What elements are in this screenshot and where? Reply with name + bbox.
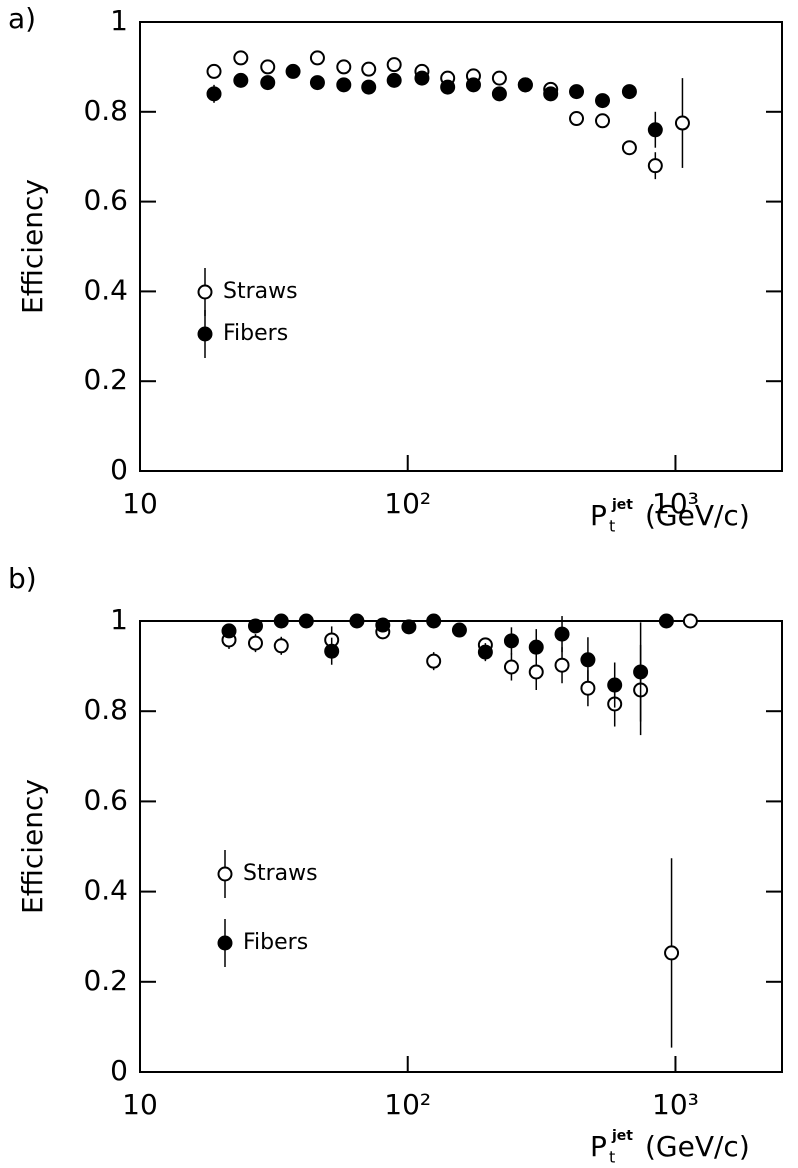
filled-marker [569,84,585,100]
plot-frame [139,21,783,472]
x-axis-title-sub: t [609,517,615,536]
filled-marker [309,75,325,91]
filled-marker [375,617,391,633]
filled-marker [621,84,637,100]
filled-marker [554,626,570,642]
y-tick-label: 1 [110,4,128,37]
x-tick-label: 10 [122,1088,158,1121]
filled-marker [361,79,377,95]
filled-marker [324,643,340,659]
x-tick-label: 10² [384,487,431,520]
filled-marker [401,619,417,635]
filled-marker [451,622,467,638]
y-tick-label: 0.8 [83,94,128,127]
x-axis-title-unit: (GeV/c) [645,499,750,532]
filled-marker [273,613,289,629]
y-tick-label: 0.2 [83,964,128,997]
filled-marker [285,63,301,79]
filled-marker [491,86,507,102]
legend-marker [217,866,233,882]
filled-marker [658,613,674,629]
legend-label: Fibers [223,321,288,346]
open-marker [386,57,402,73]
filled-marker [440,79,456,95]
x-tick-label: 10 [122,487,158,520]
filled-marker [386,72,402,88]
y-tick-label: 0.2 [83,363,128,396]
x-tick-label: 10² [384,1088,431,1121]
open-marker [426,653,442,669]
open-marker [260,59,276,75]
open-marker [674,115,690,131]
filled-marker [465,77,481,93]
open-marker [491,70,507,86]
open-marker [206,63,222,79]
plot-frame [139,620,783,1073]
filled-marker [233,72,249,88]
filled-marker [221,623,237,639]
filled-marker [647,122,663,138]
open-marker [595,113,611,129]
filled-marker [477,644,493,660]
panel-label: b) [8,562,37,595]
filled-marker [247,618,263,634]
x-tick-label: 10³ [652,487,699,520]
filled-marker [528,639,544,655]
y-tick-label: 0 [110,453,128,486]
y-axis-title: Efficiency [16,779,49,914]
open-marker [336,59,352,75]
filled-marker [298,613,314,629]
filled-marker [349,613,365,629]
x-axis-title-sub: t [609,1148,615,1167]
x-axis-title-sup: jet [611,1128,633,1144]
open-marker [273,638,289,654]
legend-marker [217,935,233,951]
open-marker [233,50,249,66]
x-axis-title-unit: (GeV/c) [645,1130,750,1163]
y-tick-label: 0.6 [83,783,128,816]
filled-marker [414,70,430,86]
open-marker [664,945,680,961]
legend-label: Straws [223,279,298,304]
y-tick-label: 0.8 [83,693,128,726]
y-tick-label: 0.6 [83,184,128,217]
x-axis-title-base: P [590,1130,607,1163]
panel-label: a) [8,2,36,35]
filled-marker [580,652,596,668]
filled-marker [503,633,519,649]
filled-marker [607,677,623,693]
filled-marker [336,77,352,93]
legend-label: Fibers [243,930,308,955]
y-tick-label: 1 [110,603,128,636]
open-marker [247,635,263,651]
open-marker [309,50,325,66]
open-marker [528,664,544,680]
y-tick-label: 0 [110,1054,128,1087]
open-marker [580,680,596,696]
open-marker [682,613,698,629]
legend-label: Straws [243,861,318,886]
x-axis-title-base: P [590,499,607,532]
y-tick-label: 0.4 [83,273,128,306]
filled-marker [260,75,276,91]
filled-marker [517,77,533,93]
filled-marker [595,93,611,109]
filled-marker [543,86,559,102]
open-marker [569,111,585,127]
y-axis-title: Efficiency [16,179,49,314]
filled-marker [206,86,222,102]
open-marker [361,61,377,77]
legend-marker [197,326,213,342]
open-marker [554,657,570,673]
legend-marker [197,284,213,300]
open-marker [503,659,519,675]
filled-marker [426,613,442,629]
filled-marker [633,664,649,680]
x-axis-title-sup: jet [611,497,633,513]
open-marker [647,158,663,174]
open-marker [621,140,637,156]
y-tick-label: 0.4 [83,874,128,907]
x-tick-label: 10³ [652,1088,699,1121]
